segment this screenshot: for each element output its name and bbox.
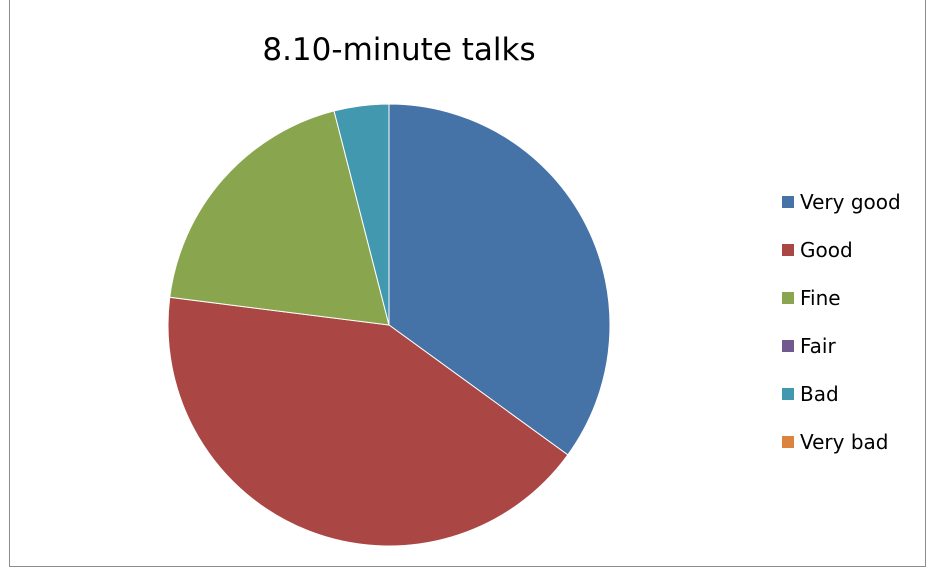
pie-slice-fine bbox=[169, 110, 390, 326]
legend-label: Bad bbox=[800, 382, 839, 406]
legend-label: Good bbox=[800, 238, 853, 262]
legend-item: Bad bbox=[782, 382, 839, 406]
chart-title: 8.10-minute talks bbox=[262, 32, 536, 68]
legend-swatch bbox=[782, 388, 794, 400]
legend-swatch bbox=[782, 436, 794, 448]
legend-label: Fair bbox=[800, 334, 836, 358]
legend-swatch bbox=[782, 196, 794, 208]
legend-swatch bbox=[782, 292, 794, 304]
pie-slice-very-good bbox=[388, 103, 611, 456]
legend-label: Fine bbox=[800, 286, 841, 310]
legend-item: Fine bbox=[782, 286, 841, 310]
legend-swatch bbox=[782, 244, 794, 256]
legend-item: Very bad bbox=[782, 430, 889, 454]
pie-chart bbox=[167, 103, 611, 547]
legend-label: Very good bbox=[800, 190, 901, 214]
legend-item: Good bbox=[782, 238, 853, 262]
pie-slice-bad bbox=[333, 103, 390, 326]
pie-slice-good bbox=[167, 296, 569, 547]
chart-frame: 8.10-minute talks Very good Good Fine Fair B… bbox=[9, 0, 926, 567]
legend-item: Fair bbox=[782, 334, 836, 358]
legend-label: Very bad bbox=[800, 430, 889, 454]
legend-item: Very good bbox=[782, 190, 901, 214]
legend-swatch bbox=[782, 340, 794, 352]
